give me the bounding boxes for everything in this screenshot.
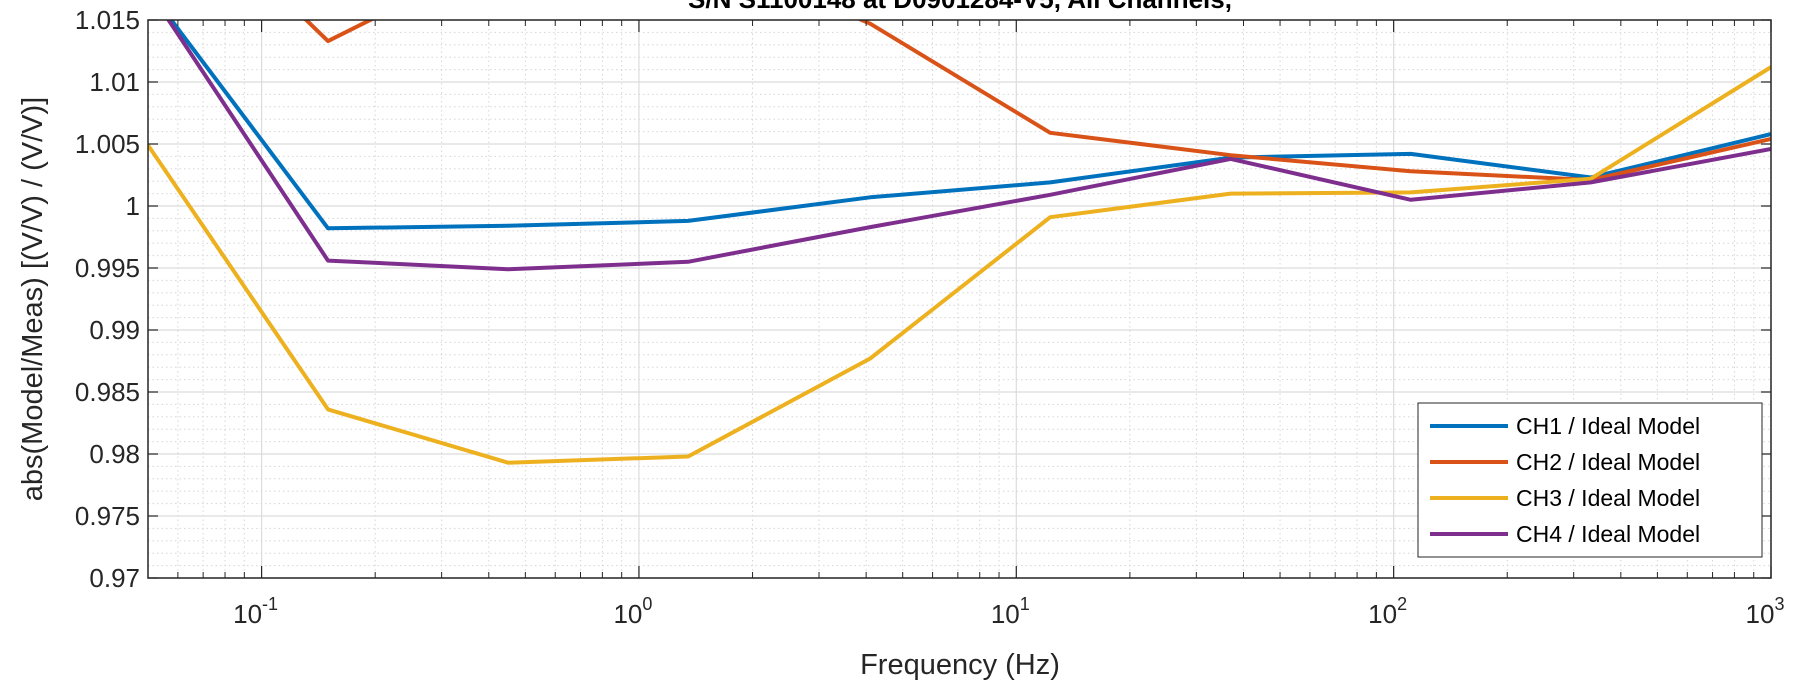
y-tick-label: 0.995: [75, 253, 140, 283]
legend-label-ch3: CH3 / Ideal Model: [1516, 485, 1700, 511]
y-tick-labels: 0.97 0.975 0.98 0.985 0.99 0.995 1 1.005 1.01 1.0…: [75, 5, 140, 593]
y-tick-label: 0.975: [75, 501, 140, 531]
y-tick-label: 0.98: [89, 439, 140, 469]
plot-frame: [147, 19, 1772, 579]
series-line-ch1: [168, 20, 1771, 231]
legend-label-ch2: CH2 / Ideal Model: [1516, 449, 1700, 475]
series-line-ch2: [303, 20, 1771, 182]
axis-ticks: [148, 19, 1772, 579]
y-tick-label: 0.985: [75, 377, 140, 407]
chart-title: S/N S1100148 at D0901284-V5, All Channel…: [688, 0, 1232, 14]
legend-label-ch1: CH1 / Ideal Model: [1516, 413, 1700, 439]
legend: CH1 / Ideal Model CH2 / Ideal Model CH3 / …: [1417, 402, 1763, 558]
y-tick-label: 1: [126, 191, 140, 221]
series-line-ch3: [148, 65, 1771, 465]
legend-label-ch4: CH4 / Ideal Model: [1516, 521, 1700, 547]
y-tick-label: 0.99: [89, 315, 140, 345]
series-line-ch4: [166, 20, 1771, 272]
x-tick-label: 101: [991, 594, 1030, 629]
y-axis-label: abs(Model/Meas) [(V/V) / (V/V)]: [17, 97, 49, 502]
series-layer: [148, 20, 1771, 465]
y-tick-label: 1.01: [89, 67, 140, 97]
x-tick-label: 100: [613, 594, 652, 629]
y-tick-label: 1.005: [75, 129, 140, 159]
x-tick-label: 10-1: [233, 594, 278, 629]
y-tick-label: 1.015: [75, 5, 140, 35]
x-tick-label: 102: [1368, 594, 1407, 629]
legend-box: [1417, 402, 1763, 558]
x-axis-label: Frequency (Hz): [860, 649, 1060, 681]
y-tick-label: 0.97: [89, 563, 140, 593]
x-tick-labels: 10-1 100 101 102 103: [233, 594, 1784, 629]
x-tick-label: 103: [1746, 594, 1785, 629]
